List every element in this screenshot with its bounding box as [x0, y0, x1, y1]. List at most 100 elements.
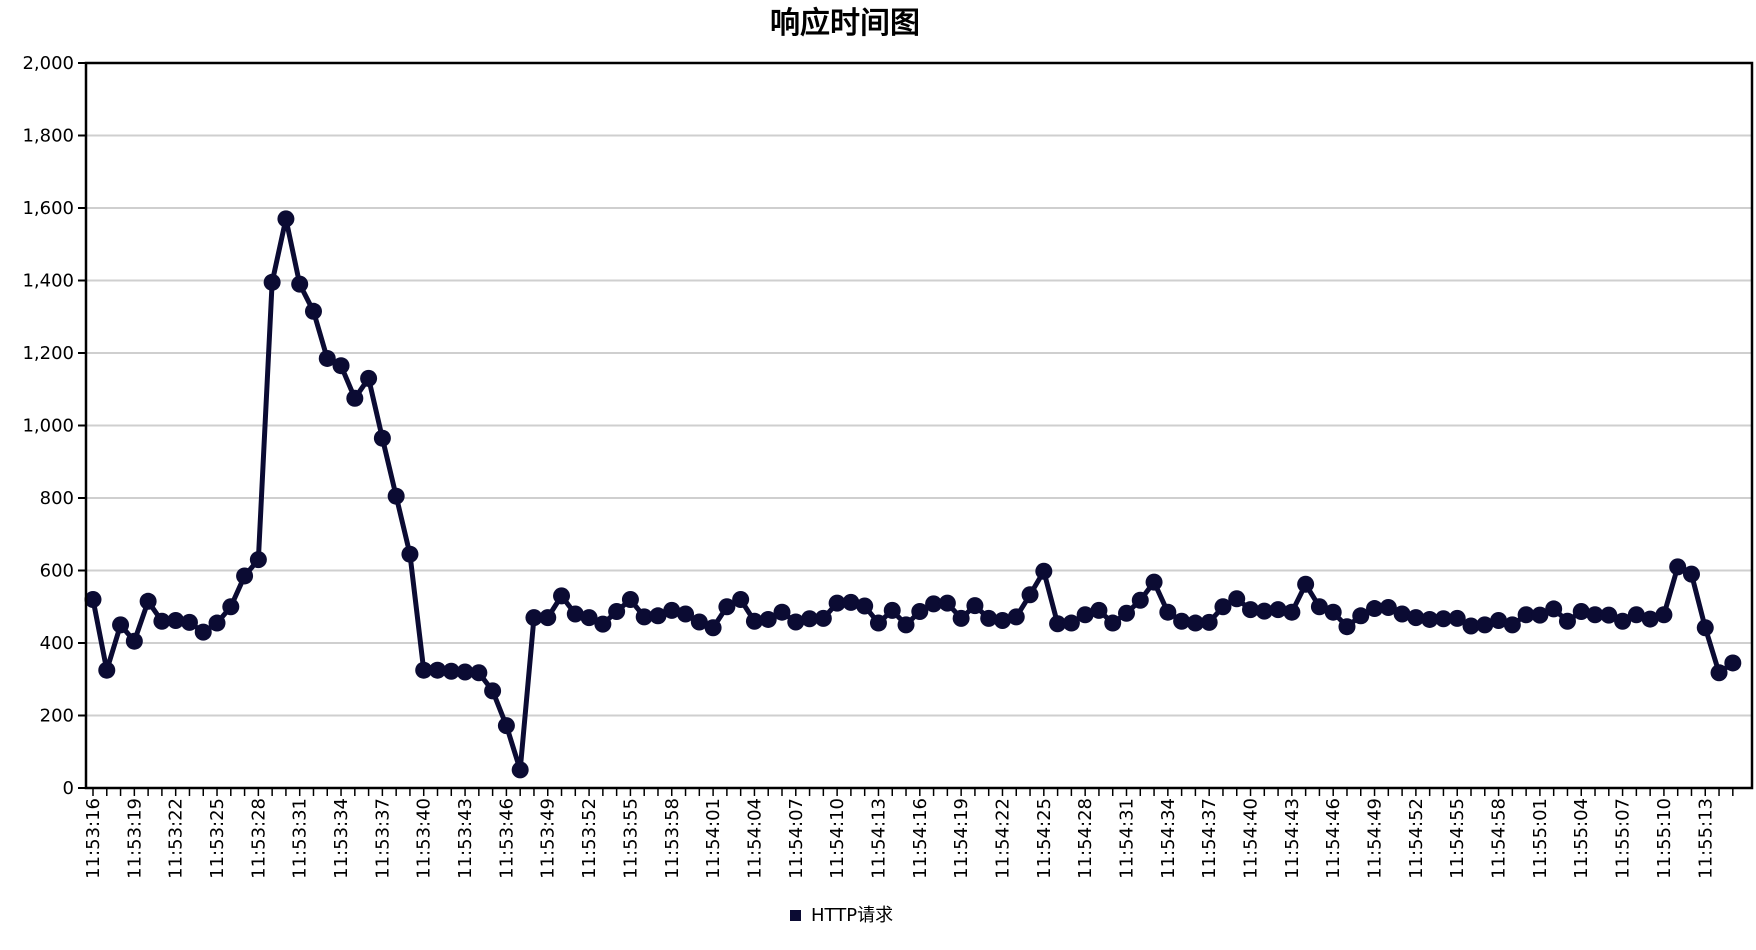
x-tick-label: 11:54:37 [1199, 798, 1220, 879]
x-tick-label: 11:54:13 [868, 798, 889, 879]
data-point [1338, 618, 1356, 636]
data-point [1379, 598, 1397, 616]
x-tick-label: 11:54:07 [786, 798, 807, 879]
x-tick-label: 11:53:34 [331, 798, 352, 879]
data-point [553, 587, 571, 605]
data-point [318, 349, 336, 367]
data-point [84, 591, 102, 608]
data-point [304, 302, 322, 320]
data-point [429, 661, 446, 679]
x-tick-label: 11:54:22 [992, 798, 1013, 879]
x-tick-label: 11:55:10 [1654, 798, 1675, 879]
data-point [442, 662, 460, 680]
x-tick-label: 11:54:25 [1034, 798, 1055, 879]
data-point [566, 605, 584, 623]
x-tick-label: 11:53:19 [124, 798, 145, 879]
data-point [1186, 614, 1204, 632]
data-point [1090, 601, 1108, 619]
data-point [1283, 603, 1301, 621]
data-point [98, 661, 116, 679]
y-tick-label: 1,000 [22, 416, 74, 437]
legend-swatch [790, 910, 801, 921]
data-point [153, 612, 171, 630]
data-point [1118, 604, 1135, 622]
data-point [249, 551, 267, 569]
data-point [1710, 664, 1728, 682]
data-point [1531, 606, 1549, 624]
data-point [1586, 606, 1604, 624]
x-tick-label: 11:54:16 [910, 798, 931, 879]
data-point [291, 275, 309, 293]
y-tick-label: 600 [40, 561, 74, 582]
data-point [1104, 614, 1122, 632]
data-point [1228, 590, 1246, 608]
data-point [580, 609, 598, 627]
data-point [1131, 591, 1149, 609]
data-point [139, 592, 157, 610]
y-tick-label: 800 [40, 488, 74, 509]
data-point [277, 210, 295, 228]
data-point [1407, 609, 1425, 627]
x-tick-label: 11:55:04 [1571, 798, 1592, 879]
x-axis: 11:53:16 11:53:19 11:53:22 11:53:25 11:53:28… [83, 788, 1734, 879]
data-point [1021, 586, 1039, 604]
data-point [1558, 612, 1576, 630]
data-point [952, 609, 970, 627]
data-point [842, 593, 860, 611]
x-tick-label: 11:53:37 [372, 798, 393, 879]
x-tick-label: 11:53:46 [496, 798, 517, 879]
data-point [263, 273, 281, 291]
x-tick-label: 11:54:04 [744, 798, 765, 879]
series-line [90, 216, 1736, 773]
x-tick-label: 11:54:19 [951, 798, 972, 879]
data-point [1159, 603, 1177, 621]
x-tick-label: 11:53:52 [579, 798, 600, 879]
data-point [1724, 654, 1742, 672]
data-point [236, 567, 254, 585]
data-point [1503, 616, 1521, 634]
data-point [1614, 612, 1632, 630]
data-point [511, 761, 529, 779]
data-point [911, 602, 929, 620]
data-point [814, 609, 832, 627]
y-tick-label: 1,400 [22, 271, 74, 292]
x-tick-label: 11:54:46 [1323, 798, 1344, 879]
data-point [456, 663, 474, 681]
y-tick-label: 1,600 [22, 198, 74, 219]
data-point [387, 487, 405, 505]
x-tick-label: 11:53:28 [248, 798, 269, 879]
chart-title: 响应时间图 [770, 6, 920, 41]
data-point [1173, 612, 1191, 630]
data-point [649, 607, 667, 625]
data-point [1297, 575, 1315, 593]
data-point [194, 623, 212, 641]
data-point [1145, 573, 1163, 591]
data-point [1214, 598, 1232, 616]
data-point [1076, 606, 1094, 624]
data-point [1310, 598, 1328, 616]
data-point [1490, 612, 1508, 630]
data-point [1669, 558, 1687, 576]
data-point [704, 619, 722, 637]
data-point [1448, 609, 1466, 627]
data-point [539, 609, 557, 627]
data-point [1393, 605, 1411, 623]
x-tick-label: 11:53:58 [662, 798, 683, 879]
data-point [745, 612, 763, 630]
data-point [718, 598, 736, 616]
y-tick-label: 1,800 [22, 126, 74, 147]
data-point [222, 598, 240, 616]
data-point [925, 595, 943, 613]
data-point [1352, 607, 1370, 625]
data-point [401, 545, 419, 563]
data-point [690, 613, 708, 631]
x-tick-label: 11:53:43 [455, 798, 476, 879]
data-point [966, 597, 984, 615]
y-tick-label: 1,200 [22, 343, 74, 364]
data-point [346, 389, 364, 407]
data-point [208, 614, 226, 632]
data-point [663, 601, 681, 619]
legend-label-http-requests: HTTP请求 [811, 905, 893, 926]
x-tick-label: 11:55:01 [1530, 798, 1551, 879]
x-tick-label: 11:54:10 [827, 798, 848, 879]
